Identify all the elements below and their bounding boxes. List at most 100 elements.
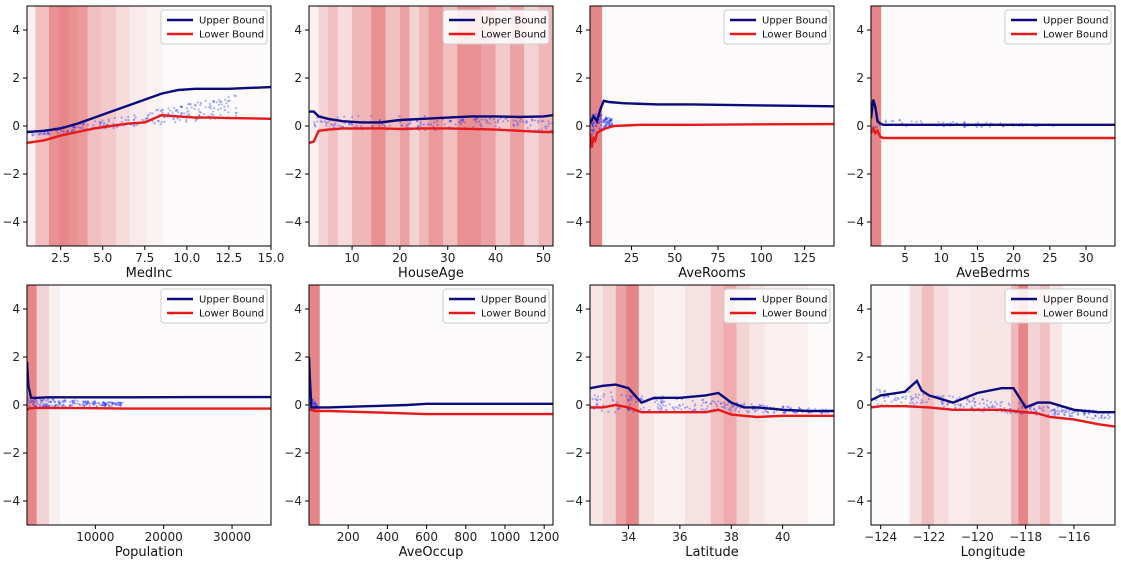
scatter-point [325,122,328,125]
scatter-point [991,405,994,409]
scatter-point [146,117,149,120]
scatter-point [118,403,121,406]
scatter-point [630,395,633,399]
scatter-point [914,395,917,399]
scatter-point [793,411,797,414]
scatter-point [213,107,216,110]
x-tick-label: 100 [750,251,773,265]
scatter-point [235,111,238,114]
scatter-point [180,105,183,109]
scatter-point [1003,407,1006,410]
scatter-point [1073,410,1077,414]
scatter-point [975,125,979,129]
scatter-point [970,405,973,408]
scatter-point [783,411,786,415]
scatter-point [416,119,419,123]
scatter-point [702,398,705,401]
scatter-point [119,403,122,407]
scatter-point [782,411,785,414]
scatter-point [485,121,488,124]
scatter-point [172,117,176,120]
x-tick-label: 10000 [76,530,114,544]
lower-bound-line [590,403,834,419]
scatter-point [807,407,810,410]
x-tick-label: 12.5 [216,251,243,265]
scatter-point [983,406,986,409]
scatter-point [405,123,409,127]
scatter-point [782,405,785,408]
scatter-point [767,411,770,414]
x-tick-label: −120 [961,530,994,544]
scatter-point [609,120,612,123]
scatter-point [44,402,47,406]
scatter-point [1029,406,1032,410]
x-axis-label: AveRooms [678,266,746,281]
scatter-point [593,394,596,397]
scatter-point [40,400,43,403]
scatter-point [57,400,60,403]
scatter-point [112,402,115,405]
importance-band [909,285,922,525]
scatter-point [496,118,500,121]
scatter-point [63,398,67,402]
x-tick-label: 5.0 [93,251,112,265]
scatter-point [596,395,599,398]
scatter-point [537,119,540,122]
scatter-point [227,105,230,108]
scatter-point [968,399,971,402]
scatter-point [1056,409,1059,412]
scatter-point [227,95,230,99]
importance-band [921,285,934,525]
scatter-point [419,125,422,128]
scatter-point [64,399,67,403]
scatter-point [1017,401,1020,405]
scatter-point [942,405,946,409]
legend: Upper Bound Lower Bound [1004,9,1112,45]
scatter-point [157,119,160,123]
scatter-point [78,402,81,405]
scatter-point [1099,416,1103,419]
scatter-point [1063,411,1066,415]
scatter-point [959,404,962,407]
scatter-point [409,122,412,125]
scatter-point [910,398,913,401]
legend: Upper Bound Lower Bound [442,288,550,324]
plot-background [27,285,271,525]
importance-band [48,6,59,246]
scatter-point [544,127,548,130]
scatter-point [98,124,102,127]
scatter-point [611,123,614,126]
y-tick-label: 4 [856,302,864,316]
y-tick-label: −4 [565,215,583,229]
scatter-point [976,121,979,124]
scatter-point [223,109,227,112]
scatter-point [625,394,628,397]
scatter-point [519,117,522,121]
scatter-point [1094,414,1097,417]
scatter-point [915,401,918,404]
scatter-point [875,126,878,129]
scatter-point [973,397,976,400]
scatter-point [187,109,190,113]
importance-band [87,6,102,246]
scatter-point [642,406,645,409]
scatter-point [610,117,613,120]
scatter-point [1042,406,1045,409]
y-tick-label: 2 [12,71,20,85]
scatter-point [657,407,660,411]
scatter-point [693,404,696,407]
scatter-point [606,119,609,122]
scatter-point [199,104,202,107]
scatter-point [357,114,360,117]
scatter-point [82,122,85,126]
legend-label: Lower Bound [199,309,264,320]
scatter-point [1083,414,1086,417]
scatter-point [185,118,188,121]
scatter-point [604,117,607,120]
scatter-point [884,389,887,392]
scatter-point [186,107,189,110]
scatter-point [104,403,108,406]
y-tick-label: 2 [856,71,864,85]
importance-band [146,6,164,246]
scatter-point [92,400,95,403]
